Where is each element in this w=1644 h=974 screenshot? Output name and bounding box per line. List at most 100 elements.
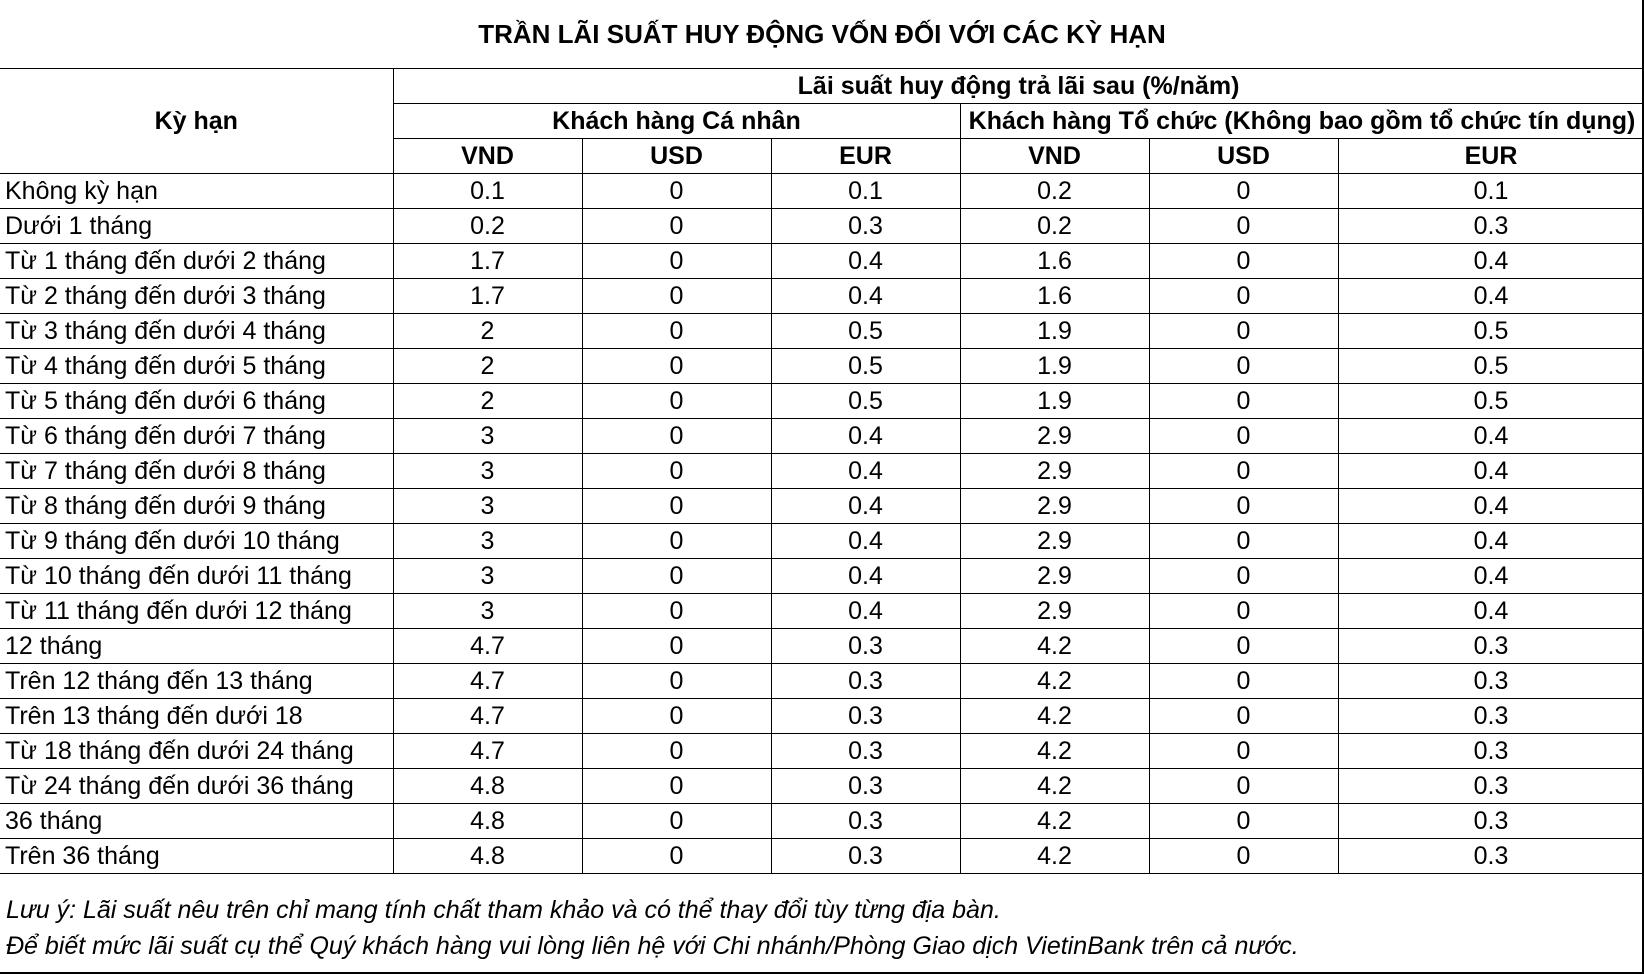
rate-cell: 4.2	[959, 838, 1150, 874]
currency-header-eur: EUR	[770, 138, 961, 174]
rate-cell: 1.6	[959, 243, 1150, 279]
table-row: 12 tháng 4.7 0 0.3 4.2 0 0.3	[0, 628, 1644, 664]
rate-cell: 0.5	[770, 348, 961, 384]
rate-cell: 2	[392, 313, 583, 349]
term-cell: Từ 2 tháng đến dưới 3 tháng	[0, 278, 394, 314]
rate-cell: 4.8	[392, 803, 583, 839]
rate-cell: 0.3	[1337, 733, 1644, 769]
rate-cell: 0	[581, 383, 772, 419]
page-title: TRẦN LÃI SUẤT HUY ĐỘNG VỐN ĐỐI VỚI CÁC K…	[0, 0, 1644, 69]
table-row: Từ 1 tháng đến dưới 2 tháng 1.7 0 0.4 1.6 0 0.…	[0, 243, 1644, 279]
rate-cell: 0	[1148, 803, 1339, 839]
rate-cell: 0	[1148, 663, 1339, 699]
term-header: Kỳ hạn	[0, 69, 394, 174]
rate-cell: 0	[1148, 768, 1339, 804]
rate-cell: 0	[1148, 698, 1339, 734]
term-cell: 12 tháng	[0, 628, 394, 664]
term-cell: Từ 5 tháng đến dưới 6 tháng	[0, 383, 394, 419]
rate-cell: 0	[1148, 453, 1339, 489]
currency-header-vnd: VND	[959, 138, 1150, 174]
rate-cell: 0	[1148, 313, 1339, 349]
term-cell: Từ 9 tháng đến dưới 10 tháng	[0, 523, 394, 559]
rate-cell: 1.7	[392, 278, 583, 314]
rate-cell: 3	[392, 523, 583, 559]
table-row: Từ 5 tháng đến dưới 6 tháng 2 0 0.5 1.9 0 0.5	[0, 383, 1644, 419]
rate-cell: 0.3	[770, 628, 961, 664]
rate-cell: 4.2	[959, 733, 1150, 769]
table-row: Không kỳ hạn 0.1 0 0.1 0.2 0 0.1	[0, 173, 1644, 209]
rate-cell: 0.3	[770, 663, 961, 699]
rate-cell: 0.5	[770, 313, 961, 349]
rate-cell: 0	[1148, 838, 1339, 874]
rate-cell: 0.4	[1337, 418, 1644, 454]
rate-cell: 0	[581, 803, 772, 839]
rate-cell: 4.2	[959, 663, 1150, 699]
table-row: Từ 3 tháng đến dưới 4 tháng 2 0 0.5 1.9 0 0.5	[0, 313, 1644, 349]
rate-cell: 2.9	[959, 558, 1150, 594]
rate-cell: 2.9	[959, 453, 1150, 489]
term-cell: Trên 36 tháng	[0, 838, 394, 874]
rate-cell: 0.3	[1337, 628, 1644, 664]
rate-table-body: Không kỳ hạn 0.1 0 0.1 0.2 0 0.1 Dưới 1 tháng 0.…	[0, 173, 1644, 874]
rate-cell: 2	[392, 348, 583, 384]
table-row: Trên 13 tháng đến dưới 18 4.7 0 0.3 4.2 0 0.3	[0, 698, 1644, 734]
rate-cell: 0	[1148, 733, 1339, 769]
term-cell: 36 tháng	[0, 803, 394, 839]
rate-cell: 0	[1148, 628, 1339, 664]
rate-cell: 1.9	[959, 348, 1150, 384]
rate-cell: 0.3	[1337, 663, 1644, 699]
rate-cell: 0.4	[1337, 453, 1644, 489]
table-row: Từ 8 tháng đến dưới 9 tháng 3 0 0.4 2.9 0 0.4	[0, 488, 1644, 524]
rate-cell: 0	[1148, 558, 1339, 594]
rate-cell: 0	[1148, 278, 1339, 314]
rate-cell: 0	[581, 488, 772, 524]
rate-cell: 0.3	[770, 698, 961, 734]
rate-cell: 1.9	[959, 383, 1150, 419]
rate-cell: 0.3	[1337, 208, 1644, 244]
rate-cell: 4.7	[392, 733, 583, 769]
rate-cell: 0.2	[959, 173, 1150, 209]
rate-cell: 0.5	[1337, 348, 1644, 384]
rate-cell: 3	[392, 558, 583, 594]
rate-cell: 0	[581, 523, 772, 559]
organization-header: Khách hàng Tổ chức (Không bao gồm tổ chứ…	[959, 103, 1644, 139]
rate-cell: 0.1	[392, 173, 583, 209]
table-row: Trên 36 tháng 4.8 0 0.3 4.2 0 0.3	[0, 838, 1644, 874]
rate-cell: 0	[1148, 243, 1339, 279]
rate-cell: 3	[392, 593, 583, 629]
term-cell: Trên 13 tháng đến dưới 18	[0, 698, 394, 734]
rate-cell: 1.9	[959, 313, 1150, 349]
rate-cell: 0.3	[770, 803, 961, 839]
rate-cell: 0	[581, 348, 772, 384]
rate-cell: 0	[1148, 348, 1339, 384]
rate-cell: 2.9	[959, 593, 1150, 629]
table-row: Từ 10 tháng đến dưới 11 tháng 3 0 0.4 2.9 0 0.…	[0, 558, 1644, 594]
rate-cell: 0.4	[770, 453, 961, 489]
rate-cell: 0.3	[1337, 838, 1644, 874]
rate-cell: 0	[1148, 383, 1339, 419]
rate-cell: 0.4	[1337, 278, 1644, 314]
rate-cell: 0.3	[1337, 768, 1644, 804]
rate-cell: 0.4	[770, 418, 961, 454]
rate-cell: 1.7	[392, 243, 583, 279]
term-cell: Từ 6 tháng đến dưới 7 tháng	[0, 418, 394, 454]
rate-cell: 4.2	[959, 768, 1150, 804]
bottom-border	[0, 972, 1644, 974]
rate-cell: 0	[581, 243, 772, 279]
rate-cell: 0	[581, 208, 772, 244]
rate-cell: 0.3	[1337, 803, 1644, 839]
rate-cell: 0.4	[1337, 558, 1644, 594]
rate-cell: 0.5	[770, 383, 961, 419]
currency-header-vnd: VND	[393, 138, 583, 174]
term-cell: Từ 18 tháng đến dưới 24 tháng	[0, 733, 394, 769]
table-row: 36 tháng 4.8 0 0.3 4.2 0 0.3	[0, 803, 1644, 839]
rate-table: Kỳ hạn Lãi suất huy động trả lãi sau (%/…	[0, 69, 1644, 874]
term-cell: Từ 1 tháng đến dưới 2 tháng	[0, 243, 394, 279]
table-row: Từ 2 tháng đến dưới 3 tháng 1.7 0 0.4 1.6 0 0.…	[0, 278, 1644, 314]
rate-cell: 0.3	[770, 838, 961, 874]
rate-cell: 0	[581, 593, 772, 629]
rate-cell: 0	[1148, 418, 1339, 454]
notes: Lưu ý: Lãi suất nêu trên chỉ mang tính c…	[0, 874, 1644, 964]
term-cell: Từ 10 tháng đến dưới 11 tháng	[0, 558, 394, 594]
